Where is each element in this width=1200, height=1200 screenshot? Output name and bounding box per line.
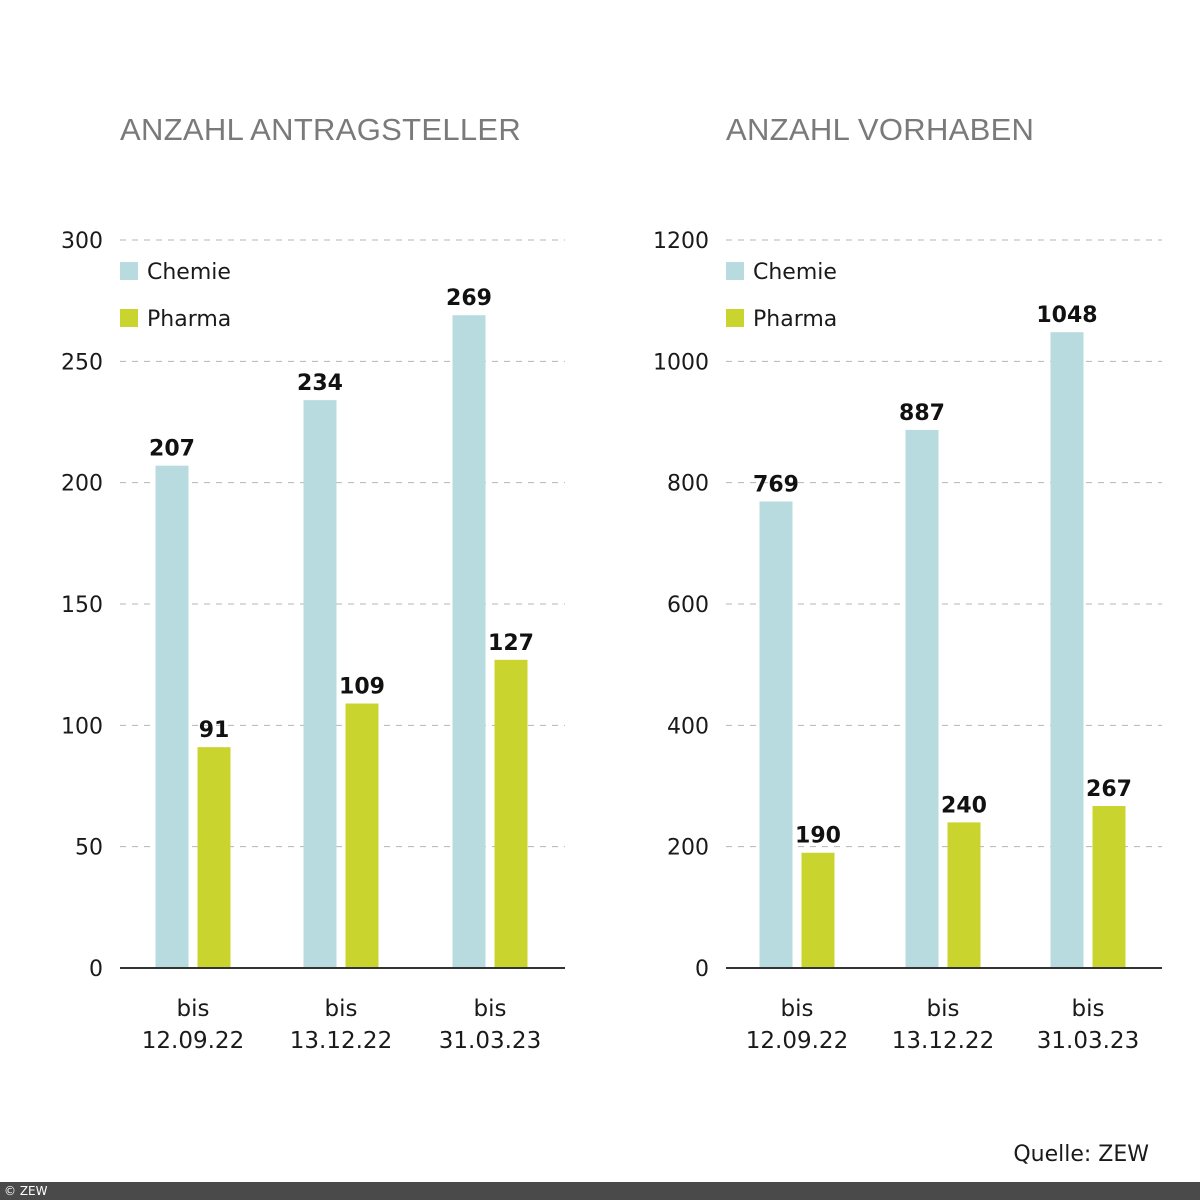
y-tick-label-vorhaben-1000: 1000 [653,350,709,375]
bar-vorhaben-chemie-1 [905,429,939,968]
y-tick-label-vorhaben-1200: 1200 [653,229,709,254]
data-label-antragsteller-chemie-1: 234 [297,371,343,396]
data-label-antragsteller-chemie-0: 207 [149,437,195,462]
y-tick-label-vorhaben-600: 600 [667,593,709,618]
bar-vorhaben-pharma-2 [1092,806,1126,968]
copyright-bar: © ZEW [0,1182,1200,1200]
bar-antragsteller-pharma-0 [197,747,231,968]
x-tick-label-antragsteller-2-1: 31.03.23 [439,1028,541,1054]
legend-swatch-vorhaben-pharma [726,309,744,327]
x-tick-label-vorhaben-2-0: bis [1072,996,1105,1022]
y-tick-label-vorhaben-200: 200 [667,836,709,861]
x-tick-label-antragsteller-0-1: 12.09.22 [142,1028,244,1054]
source-note: Quelle: ZEW [1013,1142,1149,1167]
data-label-vorhaben-chemie-0: 769 [753,472,799,497]
data-label-antragsteller-pharma-1: 109 [339,674,385,699]
data-label-vorhaben-pharma-1: 240 [941,793,987,818]
y-tick-label-antragsteller-0: 0 [89,957,103,982]
y-tick-label-antragsteller-200: 200 [61,472,103,497]
legend-label-vorhaben-chemie: Chemie [753,260,837,285]
bar-antragsteller-chemie-2 [452,315,486,968]
chart-title-antragsteller: ANZAHL ANTRAGSTELLER [120,112,522,147]
data-label-antragsteller-pharma-2: 127 [488,631,534,656]
bar-vorhaben-chemie-0 [759,501,793,968]
y-tick-label-antragsteller-100: 100 [61,714,103,739]
x-tick-label-antragsteller-1-0: bis [325,996,358,1022]
data-label-antragsteller-pharma-0: 91 [199,718,230,743]
data-label-vorhaben-pharma-0: 190 [795,824,841,849]
x-tick-label-antragsteller-2-0: bis [474,996,507,1022]
data-label-vorhaben-pharma-2: 267 [1086,777,1132,802]
y-tick-label-vorhaben-800: 800 [667,472,709,497]
bar-antragsteller-pharma-2 [494,659,528,968]
bar-antragsteller-pharma-1 [345,703,379,968]
y-tick-label-vorhaben-400: 400 [667,714,709,739]
data-label-antragsteller-chemie-2: 269 [446,286,492,311]
x-tick-label-antragsteller-1-1: 13.12.22 [290,1028,392,1054]
bar-antragsteller-chemie-0 [155,465,189,968]
legend-label-antragsteller-chemie: Chemie [147,260,231,285]
legend-swatch-antragsteller-pharma [120,309,138,327]
x-tick-label-antragsteller-0-0: bis [177,996,210,1022]
legend-swatch-vorhaben-chemie [726,262,744,280]
data-label-vorhaben-chemie-1: 887 [899,401,945,426]
copyright-text: © ZEW [4,1184,48,1198]
bar-vorhaben-pharma-1 [947,822,981,968]
y-tick-label-antragsteller-300: 300 [61,229,103,254]
legend-swatch-antragsteller-chemie [120,262,138,280]
bar-vorhaben-pharma-0 [801,852,835,968]
bar-antragsteller-chemie-1 [303,400,337,968]
y-tick-label-antragsteller-250: 250 [61,350,103,375]
x-tick-label-vorhaben-1-1: 13.12.22 [892,1028,994,1054]
chart-title-vorhaben: ANZAHL VORHABEN [726,112,1035,147]
x-tick-label-vorhaben-0-0: bis [781,996,814,1022]
x-tick-label-vorhaben-0-1: 12.09.22 [746,1028,848,1054]
y-tick-label-antragsteller-150: 150 [61,593,103,618]
legend-label-vorhaben-pharma: Pharma [753,307,837,332]
bar-vorhaben-chemie-2 [1050,332,1084,968]
y-tick-label-vorhaben-0: 0 [695,957,709,982]
y-tick-label-antragsteller-50: 50 [75,836,103,861]
legend-label-antragsteller-pharma: Pharma [147,307,231,332]
data-label-vorhaben-chemie-2: 1048 [1036,303,1097,328]
x-tick-label-vorhaben-2-1: 31.03.23 [1037,1028,1139,1054]
x-tick-label-vorhaben-1-0: bis [927,996,960,1022]
